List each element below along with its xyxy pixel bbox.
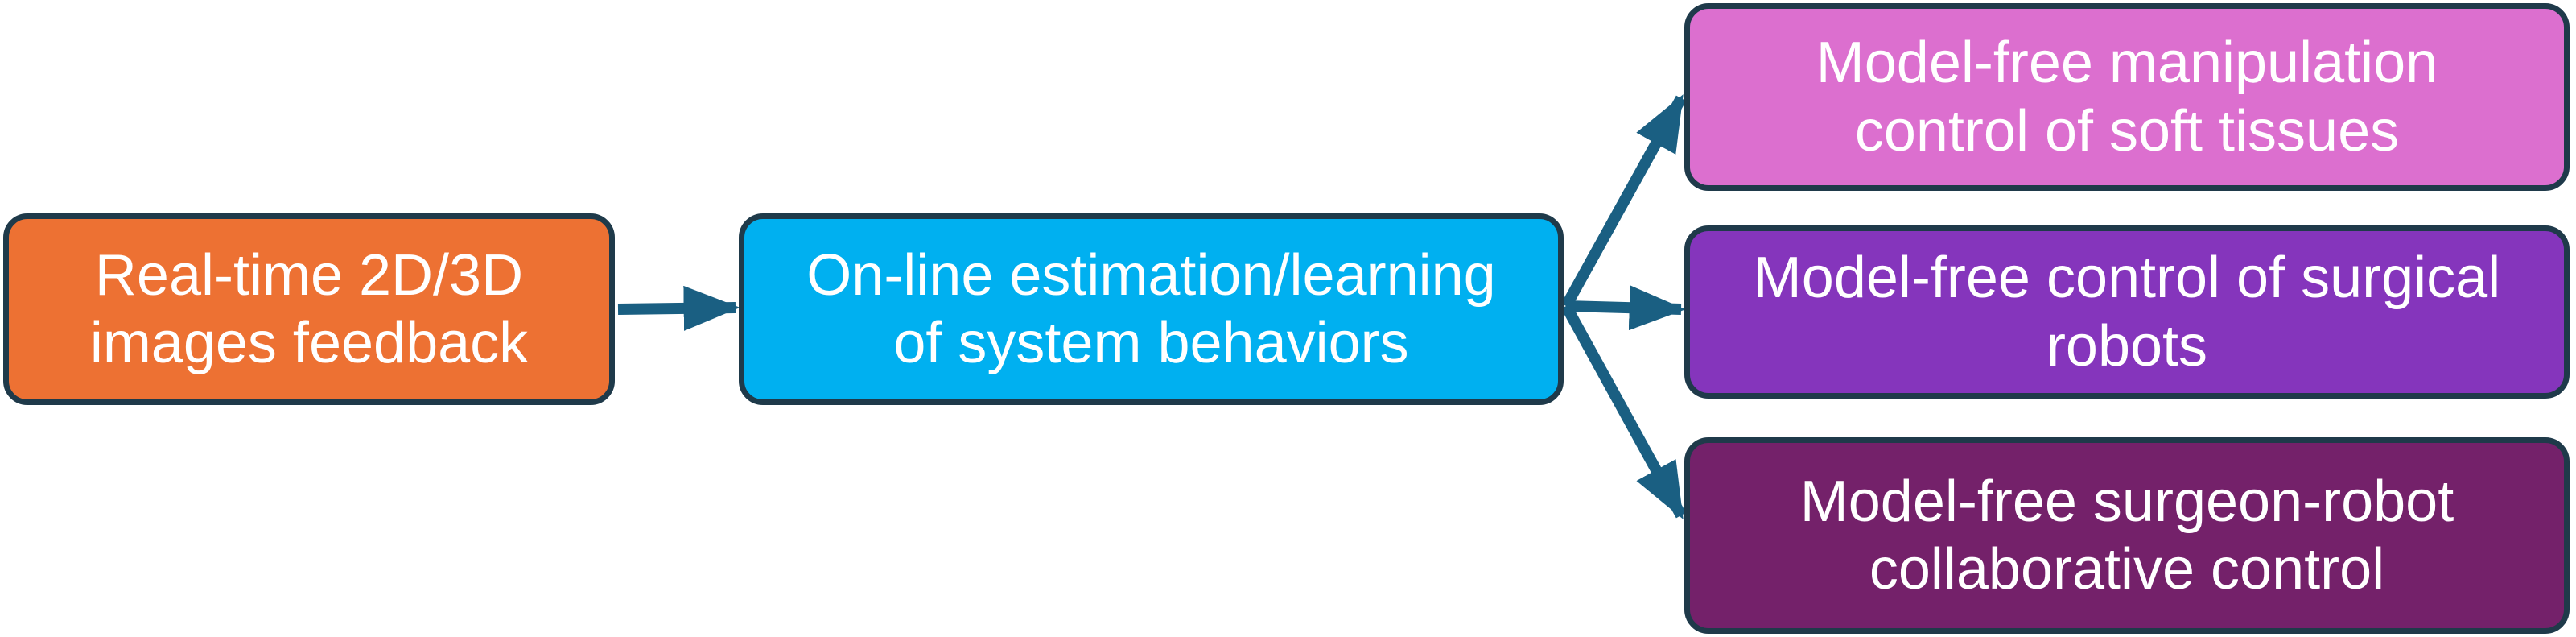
node-manipulation-control-soft-tissues: Model-free manipulation control of soft … [1684, 3, 2570, 191]
node-surgeon-robot-collaborative-control: Model-free surgeon-robot collaborative c… [1684, 437, 2570, 634]
edge-learn-to-out3 [1560, 303, 1687, 519]
node-control-surgical-robots: Model-free control of surgical robots [1684, 225, 2570, 399]
node-label-line: of system behaviors [893, 311, 1409, 375]
node-label-line: Model-free surgeon-robot [1799, 469, 2454, 534]
node-label-line: Real-time 2D/3D [94, 242, 524, 308]
node-online-estimation-learning: On-line estimation/learning of system be… [739, 213, 1564, 405]
edge-learn-to-out1 [1560, 94, 1687, 309]
edge-learn-to-out2 [1565, 285, 1686, 331]
edge-input-to-learn [617, 285, 740, 331]
node-realtime-images-feedback: Real-time 2D/3D images feedback [3, 213, 615, 405]
node-label-line: control of soft tissues [1854, 98, 2400, 163]
node-label-line: Model-free control of surgical [1753, 246, 2501, 311]
node-label-line: images feedback [89, 311, 529, 375]
node-label-line: collaborative control [1869, 537, 2385, 602]
node-label-line: Model-free manipulation [1816, 31, 2438, 96]
node-label-line: On-line estimation/learning [806, 242, 1496, 308]
node-label-line: robots [2046, 313, 2208, 378]
